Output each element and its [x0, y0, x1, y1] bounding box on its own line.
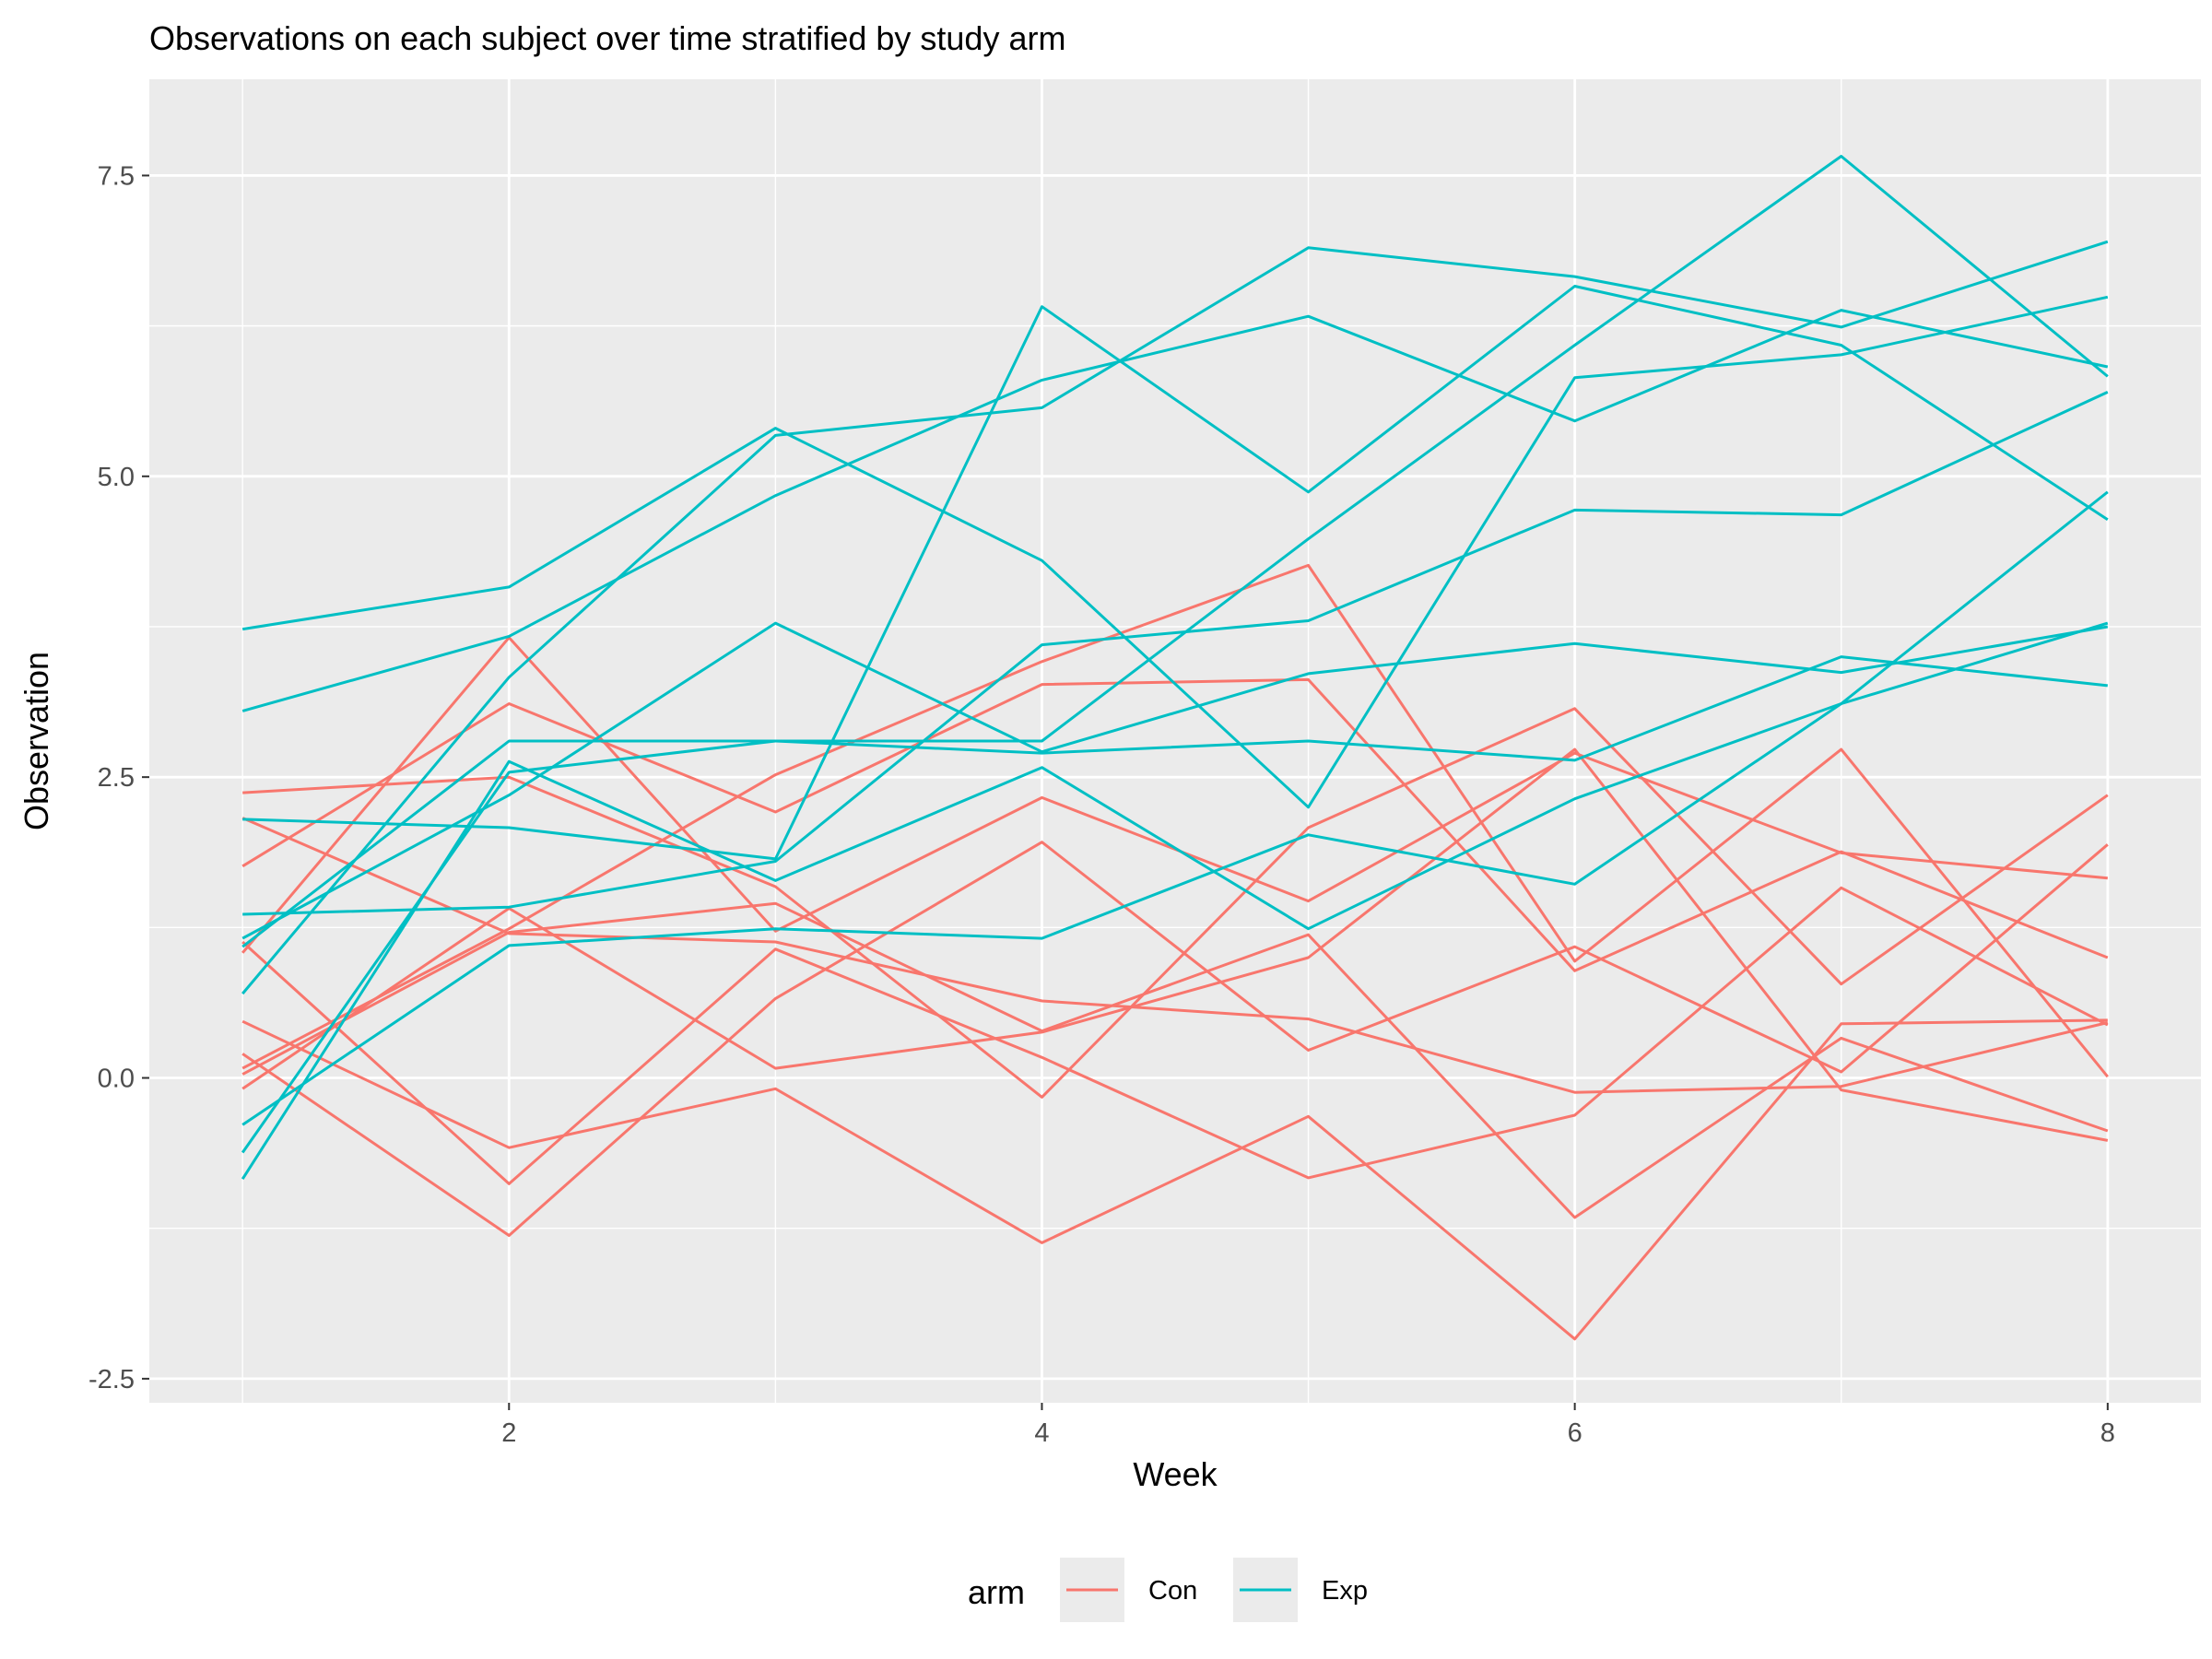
y-tick-label-2: 2.5: [98, 763, 135, 793]
legend-title: arm: [968, 1573, 1025, 1611]
series-lines: [241, 155, 2109, 1341]
series-line-exp-15: [241, 295, 2109, 809]
series-line-exp-10: [241, 309, 2109, 712]
y-tick-label-0: -2.5: [88, 1365, 135, 1394]
series-line-exp-14: [241, 240, 2109, 995]
y-tick-label-4: 7.5: [98, 161, 135, 191]
plot-panel: [149, 79, 2201, 1403]
chart-title: Observations on each subject over time s…: [149, 19, 1065, 57]
series-line-con-6: [241, 901, 2109, 1219]
y-axis: -2.5 0.0 2.5 5.0 7.5: [88, 161, 149, 1394]
series-line-exp-19: [241, 490, 2109, 1126]
series-line-con-7: [241, 747, 2109, 1142]
series-line-con-4: [241, 1018, 2108, 1341]
series-line-exp-11: [241, 621, 2109, 1181]
y-tick-label-3: 5.0: [98, 463, 135, 492]
legend: arm Con Exp: [968, 1558, 1368, 1622]
series-line-con-1: [241, 886, 2109, 1185]
series-line-exp-18: [241, 621, 2109, 940]
legend-label-con: Con: [1148, 1576, 1197, 1606]
series-line-exp-17: [242, 391, 2109, 916]
legend-label-exp: Exp: [1322, 1576, 1368, 1606]
x-tick-label-0: 2: [501, 1418, 516, 1448]
x-tick-label-1: 4: [1034, 1418, 1049, 1448]
x-axis: 2 4 6 8: [501, 1403, 2115, 1448]
series-line-con-5: [242, 707, 2109, 1099]
series-line-exp-16: [241, 655, 2108, 948]
series-line-con-8: [241, 563, 2109, 1078]
series-line-exp-12: [242, 285, 2109, 861]
series-line-con-0: [241, 841, 2109, 1237]
x-tick-label-2: 6: [1568, 1418, 1583, 1448]
x-axis-title: Week: [1133, 1455, 1218, 1493]
y-tick-label-1: 0.0: [98, 1065, 135, 1094]
x-tick-label-3: 8: [2100, 1418, 2115, 1448]
y-axis-title: Observation: [18, 652, 55, 830]
